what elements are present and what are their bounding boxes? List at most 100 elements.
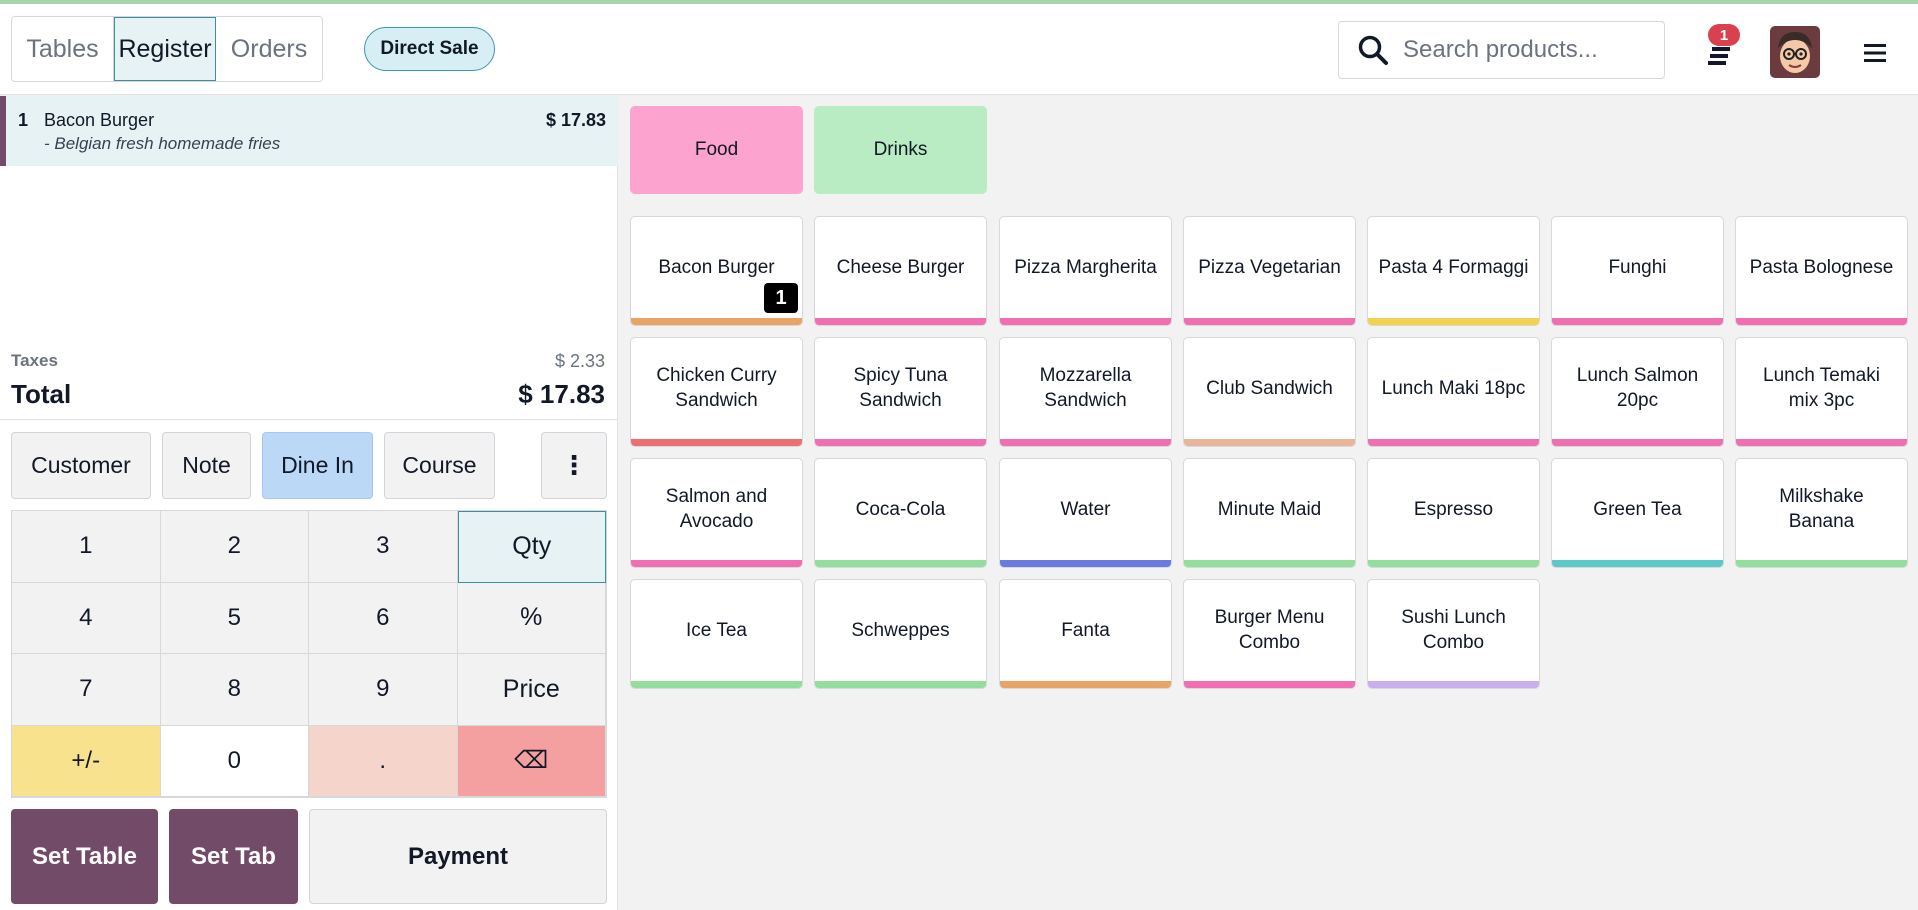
product-name: Bacon Burger bbox=[658, 256, 775, 278]
category-food[interactable]: Food bbox=[630, 106, 803, 194]
numpad: 1 2 3 Qty 4 5 6 % 7 8 9 Price +/- 0 . ⌫ bbox=[11, 510, 607, 798]
product-card[interactable]: Schweppes bbox=[814, 579, 987, 689]
product-color-bar bbox=[1184, 681, 1355, 688]
product-name: Ice Tea bbox=[686, 619, 747, 641]
product-card[interactable]: Burger Menu Combo bbox=[1183, 579, 1356, 689]
product-card[interactable]: Sushi Lunch Combo bbox=[1367, 579, 1540, 689]
total-label: Total bbox=[11, 379, 72, 409]
search-input[interactable] bbox=[1403, 36, 1653, 64]
set-table-button[interactable]: Set Table bbox=[11, 809, 158, 904]
product-name: Salmon and Avocado bbox=[665, 486, 768, 532]
tab-tables[interactable]: Tables bbox=[12, 17, 114, 81]
product-name: Cheese Burger bbox=[836, 256, 965, 278]
numpad-key-5[interactable]: 5 bbox=[160, 582, 309, 654]
product-card[interactable]: Coca-Cola bbox=[814, 458, 987, 568]
nav-tabs: Tables Register Orders bbox=[11, 16, 323, 82]
set-tab-button[interactable]: Set Tab bbox=[169, 809, 298, 904]
more-options-button[interactable]: ⋮ bbox=[541, 432, 607, 499]
product-card[interactable]: Espresso bbox=[1367, 458, 1540, 568]
category-drinks[interactable]: Drinks bbox=[814, 106, 987, 194]
search-box[interactable] bbox=[1338, 21, 1665, 79]
product-card[interactable]: Lunch Temaki mix 3pc bbox=[1735, 337, 1908, 447]
user-avatar[interactable] bbox=[1770, 26, 1820, 78]
product-card[interactable]: Pasta Bolognese bbox=[1735, 216, 1908, 326]
order-line-name: Bacon Burger bbox=[44, 110, 155, 130]
orders-stack-icon[interactable] bbox=[1700, 29, 1740, 75]
numpad-key-4[interactable]: 4 bbox=[12, 582, 161, 654]
product-name: Pasta Bolognese bbox=[1749, 256, 1894, 278]
numpad-key-1[interactable]: 1 bbox=[12, 511, 161, 583]
product-name: Burger Menu Combo bbox=[1214, 607, 1325, 653]
numpad-key-3[interactable]: 3 bbox=[309, 511, 458, 583]
note-button[interactable]: Note bbox=[162, 432, 251, 499]
direct-sale-badge[interactable]: Direct Sale bbox=[364, 27, 495, 71]
product-color-bar bbox=[631, 560, 802, 567]
product-card[interactable]: Spicy Tuna Sandwich bbox=[814, 337, 987, 447]
product-color-bar bbox=[1184, 560, 1355, 567]
order-line[interactable]: 1 Bacon Burger - Belgian fresh homemade … bbox=[0, 96, 618, 166]
numpad-sign-toggle[interactable]: +/- bbox=[12, 725, 161, 797]
product-color-bar bbox=[1368, 681, 1539, 688]
numpad-decimal-key[interactable]: . bbox=[309, 725, 458, 797]
dine-in-button[interactable]: Dine In bbox=[262, 432, 373, 499]
customer-button[interactable]: Customer bbox=[11, 432, 151, 499]
product-card[interactable]: Green Tea bbox=[1551, 458, 1724, 568]
product-name: Pasta 4 Formaggi bbox=[1378, 256, 1529, 278]
product-name: Mozzarella Sandwich bbox=[1039, 365, 1132, 411]
numpad-key-2[interactable]: 2 bbox=[160, 511, 309, 583]
product-color-bar bbox=[1184, 318, 1355, 325]
product-name: Schweppes bbox=[851, 619, 950, 641]
numpad-qty-mode[interactable]: Qty bbox=[457, 511, 606, 583]
pos-header: Tables Register Orders Direct Sale 1 bbox=[0, 4, 1918, 95]
numpad-key-9[interactable]: 9 bbox=[309, 654, 458, 726]
product-name: Spicy Tuna Sandwich bbox=[853, 365, 948, 411]
product-card[interactable]: Fanta bbox=[999, 579, 1172, 689]
numpad-backspace-icon[interactable]: ⌫ bbox=[457, 725, 606, 797]
product-color-bar bbox=[1000, 439, 1171, 446]
product-card[interactable]: Milkshake Banana bbox=[1735, 458, 1908, 568]
product-card[interactable]: Club Sandwich bbox=[1183, 337, 1356, 447]
product-color-bar bbox=[1552, 318, 1723, 325]
product-card[interactable]: Cheese Burger bbox=[814, 216, 987, 326]
hamburger-menu-icon[interactable] bbox=[1862, 40, 1888, 66]
numpad-price-mode[interactable]: Price bbox=[457, 654, 606, 726]
orders-count-badge: 1 bbox=[1708, 24, 1740, 46]
product-card[interactable]: Minute Maid bbox=[1183, 458, 1356, 568]
product-card[interactable]: Mozzarella Sandwich bbox=[999, 337, 1172, 447]
top-accent-line bbox=[0, 0, 1918, 4]
product-card[interactable]: Water bbox=[999, 458, 1172, 568]
numpad-key-6[interactable]: 6 bbox=[309, 582, 458, 654]
product-card[interactable]: Pizza Margherita bbox=[999, 216, 1172, 326]
product-color-bar bbox=[815, 560, 986, 567]
product-name: Fanta bbox=[1061, 619, 1110, 641]
product-qty-badge: 1 bbox=[764, 283, 798, 313]
product-card[interactable]: Lunch Salmon 20pc bbox=[1551, 337, 1724, 447]
order-pane: 1 Bacon Burger - Belgian fresh homemade … bbox=[0, 96, 618, 910]
divider bbox=[0, 419, 618, 420]
product-name: Green Tea bbox=[1593, 498, 1682, 520]
product-card[interactable]: Chicken Curry Sandwich bbox=[630, 337, 803, 447]
product-name: Coca-Cola bbox=[855, 498, 946, 520]
numpad-discount-mode[interactable]: % bbox=[457, 582, 606, 654]
tab-register[interactable]: Register bbox=[114, 17, 216, 81]
product-card[interactable]: Pizza Vegetarian bbox=[1183, 216, 1356, 326]
product-card[interactable]: Lunch Maki 18pc bbox=[1367, 337, 1540, 447]
product-name: Lunch Temaki mix 3pc bbox=[1763, 365, 1880, 411]
product-color-bar bbox=[631, 318, 802, 325]
numpad-key-7[interactable]: 7 bbox=[12, 654, 161, 726]
product-name: Funghi bbox=[1608, 256, 1667, 278]
product-color-bar bbox=[1000, 318, 1171, 325]
numpad-key-8[interactable]: 8 bbox=[160, 654, 309, 726]
product-card[interactable]: Bacon Burger 1 bbox=[630, 216, 803, 326]
total-value: $ 17.83 bbox=[518, 379, 605, 409]
product-card[interactable]: Ice Tea bbox=[630, 579, 803, 689]
product-card[interactable]: Funghi bbox=[1551, 216, 1724, 326]
product-color-bar bbox=[1000, 681, 1171, 688]
tab-orders[interactable]: Orders bbox=[216, 17, 322, 81]
product-name: Lunch Maki 18pc bbox=[1381, 377, 1526, 399]
payment-button[interactable]: Payment bbox=[309, 809, 607, 904]
product-card[interactable]: Pasta 4 Formaggi bbox=[1367, 216, 1540, 326]
course-button[interactable]: Course bbox=[384, 432, 495, 499]
product-card[interactable]: Salmon and Avocado bbox=[630, 458, 803, 568]
numpad-key-0[interactable]: 0 bbox=[160, 725, 309, 797]
